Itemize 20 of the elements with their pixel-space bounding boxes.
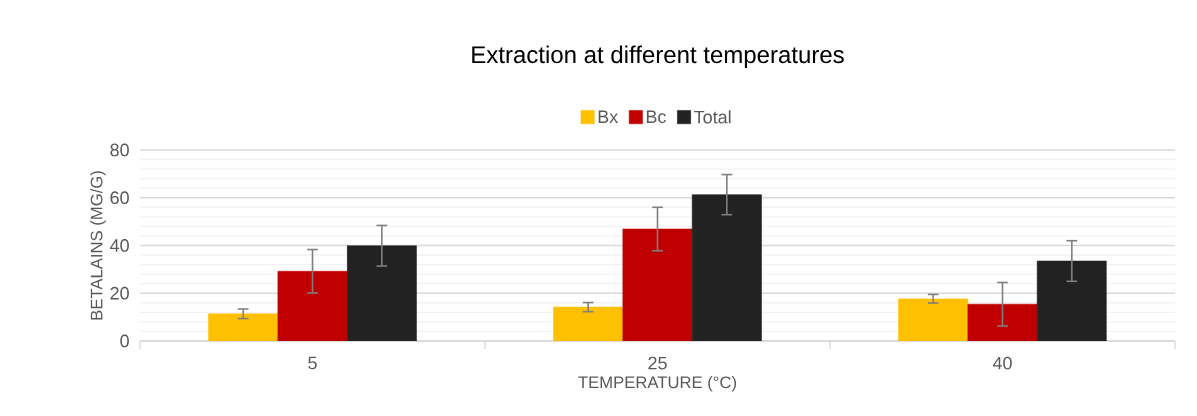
x-axis-title: TEMPERATURE (°C): [578, 375, 737, 392]
x-tick-label: 25: [648, 356, 667, 370]
y-tick-label: 80: [110, 143, 129, 157]
y-tick-label: 40: [110, 239, 129, 252]
x-tick-label: 5: [308, 356, 317, 370]
bar: [898, 298, 969, 341]
y-tick-label: 20: [110, 286, 129, 300]
bar: [346, 245, 417, 341]
y-axis-title: BETALAINS (MG/G): [90, 171, 106, 320]
y-tick-label: 60: [110, 191, 129, 205]
bar: [208, 313, 279, 341]
x-tick-label: 40: [992, 356, 1012, 370]
bar: [553, 306, 624, 341]
bar: [691, 194, 762, 341]
y-tick-label: 0: [120, 334, 129, 348]
legend-label: Bc: [646, 110, 666, 124]
legend-label: Bx: [598, 110, 619, 123]
legend-label: Total: [694, 110, 731, 124]
chart-title: Extraction at different temperatures: [472, 45, 844, 68]
bar: [1036, 260, 1107, 341]
